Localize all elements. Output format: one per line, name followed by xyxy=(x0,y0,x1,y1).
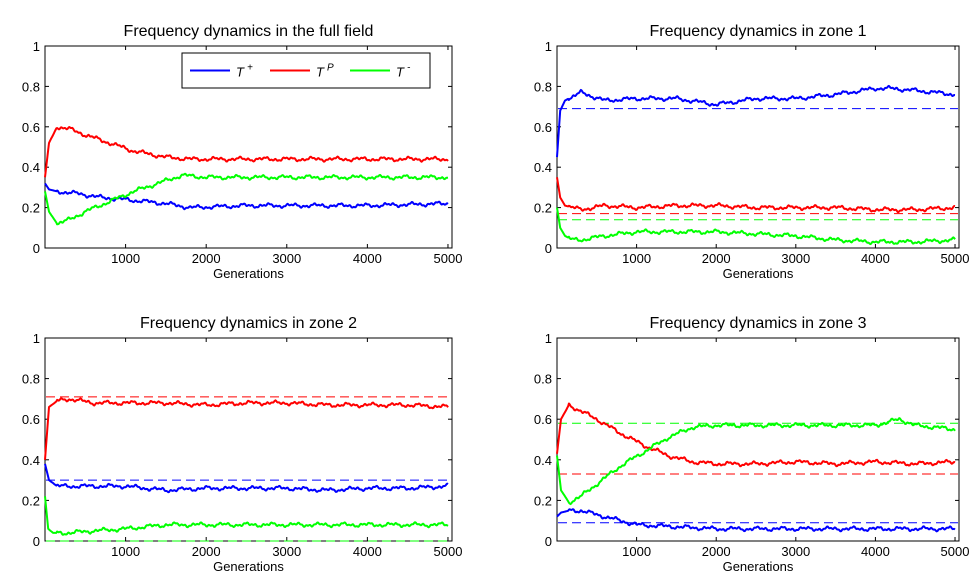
panel-title: Frequency dynamics in zone 3 xyxy=(650,315,867,332)
x-tick-label: 5000 xyxy=(434,544,463,559)
legend-label-T_plus: T + xyxy=(236,63,253,80)
plot-frame xyxy=(556,337,960,542)
series-line-T_minus xyxy=(556,207,956,246)
x-tick-label: 4000 xyxy=(861,544,890,559)
y-tick-label: 0.4 xyxy=(534,160,552,175)
y-tick-label: 0.2 xyxy=(534,493,552,508)
x-tick-label: 5000 xyxy=(941,544,970,559)
x-tick-label: 2000 xyxy=(702,251,731,266)
x-tick-label: 1000 xyxy=(111,251,140,266)
x-axis-label: Generations xyxy=(213,266,284,281)
y-tick-label: 0.8 xyxy=(22,79,40,94)
series-line-T_minus xyxy=(44,496,449,536)
y-tick-label: 0.8 xyxy=(534,372,552,387)
plot-frame xyxy=(556,45,960,249)
x-tick-label: 2000 xyxy=(702,544,731,559)
y-tick-label: 0.8 xyxy=(22,372,40,387)
x-tick-label: 1000 xyxy=(111,544,140,559)
x-tick-label: 2000 xyxy=(192,544,221,559)
x-axis-label: Generations xyxy=(723,266,794,281)
y-tick-label: 0.6 xyxy=(534,120,552,135)
y-tick-label: 0.6 xyxy=(22,412,40,427)
legend: T + T P T - xyxy=(181,52,431,89)
panel-title: Frequency dynamics in the full field xyxy=(124,23,374,40)
x-axis-label: Generations xyxy=(213,559,284,574)
y-tick-label: 1 xyxy=(545,331,552,346)
y-tick-label: 1 xyxy=(33,39,40,54)
x-tick-label: 1000 xyxy=(622,251,651,266)
panel-1: Frequency dynamics in the full field 0 0.2… xyxy=(22,23,463,281)
y-tick-label: 0.6 xyxy=(22,120,40,135)
y-tick-label: 0.6 xyxy=(534,412,552,427)
y-tick-label: 0.4 xyxy=(22,160,40,175)
y-tick-label: 0 xyxy=(33,534,40,549)
y-tick-label: 0 xyxy=(545,241,552,256)
y-tick-label: 0 xyxy=(545,534,552,549)
panel-2: Frequency dynamics in zone 1 0 0.2 0.4 0.6 0.… xyxy=(534,23,970,281)
x-tick-label: 3000 xyxy=(272,251,301,266)
x-tick-label: 3000 xyxy=(781,251,810,266)
legend-label-T_minus: T- xyxy=(396,63,411,80)
y-tick-label: 0.8 xyxy=(534,79,552,94)
series-line-T_P xyxy=(44,397,449,460)
x-tick-label: 1000 xyxy=(622,544,651,559)
y-tick-label: 0.4 xyxy=(22,453,40,468)
y-tick-label: 1 xyxy=(33,331,40,346)
x-tick-label: 4000 xyxy=(353,251,382,266)
y-tick-label: 0.4 xyxy=(534,453,552,468)
x-axis-label: Generations xyxy=(723,559,794,574)
series-line-T_minus xyxy=(556,417,956,506)
y-tick-label: 0.2 xyxy=(22,201,40,216)
series-line-T_P xyxy=(556,402,956,468)
panel-3: Frequency dynamics in zone 2 0 0.2 0.4 0.6 0.… xyxy=(22,315,463,574)
x-tick-label: 3000 xyxy=(272,544,301,559)
y-tick-label: 0 xyxy=(33,241,40,256)
x-tick-label: 4000 xyxy=(861,251,890,266)
panel-4: Frequency dynamics in zone 3 0 0.2 0.4 0.6 0.… xyxy=(534,315,970,574)
series-line-T_P xyxy=(44,126,449,178)
x-tick-label: 5000 xyxy=(434,251,463,266)
x-tick-label: 3000 xyxy=(781,544,810,559)
series-line-T_plus xyxy=(556,508,956,533)
y-tick-label: 0.2 xyxy=(22,493,40,508)
panel-title: Frequency dynamics in zone 2 xyxy=(140,315,357,332)
x-tick-label: 2000 xyxy=(192,251,221,266)
x-tick-label: 5000 xyxy=(941,251,970,266)
series-line-T_plus xyxy=(44,463,449,494)
series-line-T_minus xyxy=(44,172,449,226)
series-line-T_plus xyxy=(556,84,956,158)
series-line-T_P xyxy=(556,177,956,214)
plot-frame xyxy=(44,337,453,542)
y-tick-label: 1 xyxy=(545,39,552,54)
panel-title: Frequency dynamics in zone 1 xyxy=(650,23,867,40)
x-tick-label: 4000 xyxy=(353,544,382,559)
y-tick-label: 0.2 xyxy=(534,201,552,216)
